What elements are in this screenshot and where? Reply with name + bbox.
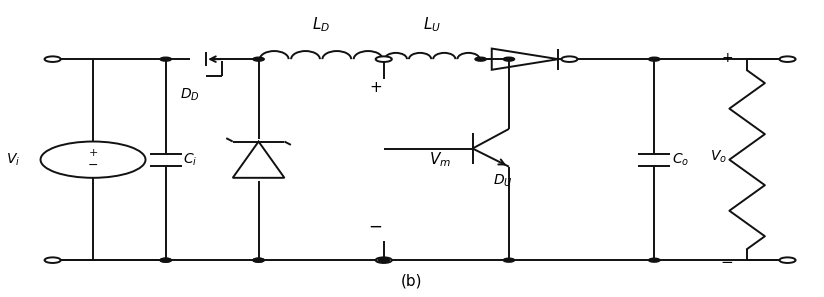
Circle shape xyxy=(253,258,265,262)
Circle shape xyxy=(648,258,660,262)
Text: +: + xyxy=(369,80,382,94)
Text: $L_U$: $L_U$ xyxy=(424,15,441,34)
Circle shape xyxy=(376,56,392,62)
Text: (b): (b) xyxy=(401,274,423,289)
Circle shape xyxy=(160,258,171,262)
Text: $V_m$: $V_m$ xyxy=(429,150,452,169)
Circle shape xyxy=(160,258,171,262)
Circle shape xyxy=(378,258,390,262)
Circle shape xyxy=(253,57,265,61)
Text: +: + xyxy=(88,148,98,158)
Text: −: − xyxy=(720,255,733,270)
Circle shape xyxy=(160,57,171,61)
Circle shape xyxy=(475,57,486,61)
Circle shape xyxy=(503,57,514,61)
Text: −: − xyxy=(368,218,382,236)
Circle shape xyxy=(253,258,265,262)
Text: $V_i$: $V_i$ xyxy=(7,151,21,168)
Circle shape xyxy=(40,142,146,178)
Circle shape xyxy=(780,56,795,62)
Circle shape xyxy=(648,57,660,61)
Circle shape xyxy=(376,257,392,263)
Text: $C_i$: $C_i$ xyxy=(184,151,198,168)
Circle shape xyxy=(561,56,578,62)
Text: −: − xyxy=(88,159,98,172)
Circle shape xyxy=(564,57,575,61)
Text: $V_o$: $V_o$ xyxy=(710,149,727,165)
Circle shape xyxy=(44,257,61,263)
Circle shape xyxy=(44,56,61,62)
Text: +: + xyxy=(721,51,733,65)
Circle shape xyxy=(503,258,514,262)
Text: $D_D$: $D_D$ xyxy=(180,87,199,103)
Text: $C_o$: $C_o$ xyxy=(672,151,689,168)
Text: $L_D$: $L_D$ xyxy=(312,15,330,34)
Text: $D_U$: $D_U$ xyxy=(493,172,513,189)
Circle shape xyxy=(780,257,795,263)
